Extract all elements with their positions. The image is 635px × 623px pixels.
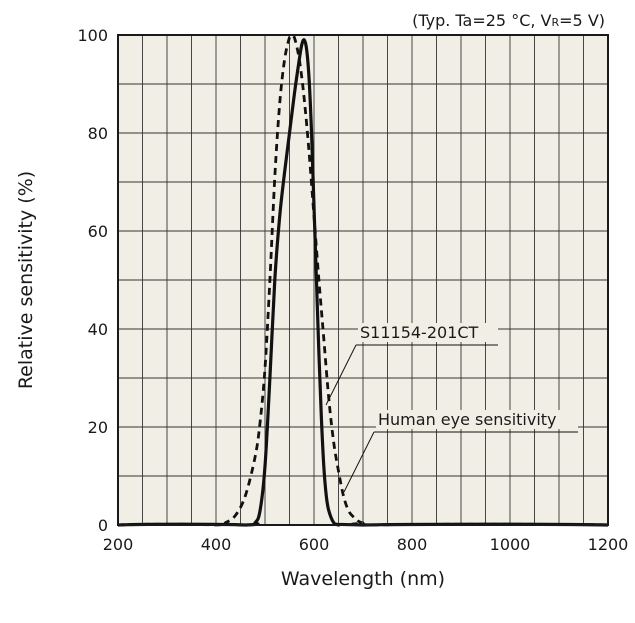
series-line-human-eye [117, 33, 609, 527]
y-tick-label: 40 [88, 320, 108, 339]
y-tick-label: 20 [88, 418, 108, 437]
x-axis-title: Wavelength (nm) [281, 568, 445, 590]
annotation-layer: S11154-201CT Human eye sensitivity [325, 323, 578, 493]
y-tick-label: 60 [88, 222, 108, 241]
conditions-subscript: R [551, 16, 559, 29]
x-tick-labels: 200 400 600 800 1000 1200 [103, 535, 629, 554]
x-tick-label: 1000 [490, 535, 531, 554]
x-tick-label: 600 [299, 535, 330, 554]
x-tick-label: 800 [397, 535, 428, 554]
x-tick-label: 400 [201, 535, 232, 554]
annotation-leader-line [325, 344, 357, 406]
y-tick-label: 100 [77, 26, 108, 45]
y-tick-labels: 0 20 40 60 80 100 [77, 26, 108, 535]
series-layer [117, 33, 609, 527]
annotation-label-bg [358, 323, 498, 342]
y-tick-label: 80 [88, 124, 108, 143]
annotation-label-bg [376, 410, 578, 429]
y-tick-label: 0 [98, 516, 108, 535]
annotation-label: Human eye sensitivity [378, 410, 557, 429]
x-tick-label: 1200 [588, 535, 629, 554]
series-line-s11154-201ct [117, 38, 609, 527]
gridlines [118, 35, 608, 525]
measurement-conditions: (Typ. Ta=25 °C, VR=5 V) [412, 11, 605, 30]
conditions-prefix: (Typ. Ta=25 °C, V [412, 11, 551, 30]
x-tick-label: 200 [103, 535, 134, 554]
annotation-leader-line [343, 431, 375, 493]
annotation-label: S11154-201CT [360, 323, 479, 342]
conditions-suffix: =5 V) [559, 11, 605, 30]
y-axis-title: Relative sensitivity (%) [15, 171, 37, 389]
plot-frame [117, 34, 609, 526]
